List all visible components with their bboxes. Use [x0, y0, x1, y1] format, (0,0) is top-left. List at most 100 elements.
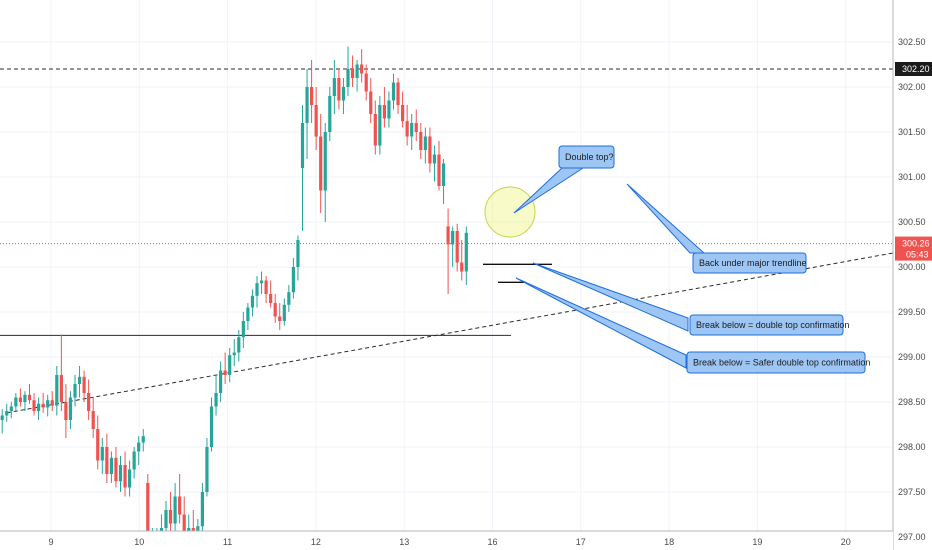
- y-tick-label: 299.50: [898, 307, 926, 317]
- candle-body: [23, 394, 27, 402]
- y-tick-label: 297.00: [898, 532, 926, 542]
- candle-body: [87, 393, 91, 411]
- y-tick-label: 302.00: [898, 82, 926, 92]
- candle-body: [460, 262, 464, 272]
- candle-body: [369, 91, 373, 114]
- candle-body: [37, 403, 41, 411]
- current-price-tag: [895, 236, 932, 261]
- candle-body: [9, 406, 13, 411]
- price-axis[interactable]: [893, 0, 932, 550]
- candle-body: [278, 316, 282, 321]
- candle-body: [414, 123, 418, 132]
- candle-body: [341, 87, 346, 101]
- candle-body: [18, 397, 22, 402]
- candle-body: [428, 136, 432, 164]
- candle-body: [396, 82, 400, 105]
- candle-body: [105, 447, 109, 474]
- candle-body: [68, 397, 73, 420]
- candle-body: [246, 307, 250, 321]
- candle-body: [200, 492, 204, 527]
- y-tick-label: 298.00: [898, 442, 926, 452]
- candle-body: [146, 483, 150, 537]
- current-price-tag-text: 300.26: [902, 239, 930, 249]
- candle-body: [173, 496, 177, 524]
- candle-body: [305, 87, 309, 123]
- x-tick-label: 10: [134, 537, 144, 547]
- candle-body: [191, 528, 195, 533]
- y-tick-label: 298.50: [898, 397, 926, 407]
- candle-body: [46, 400, 50, 408]
- callout-back-under-box: [692, 252, 807, 274]
- y-tick-label: 300.50: [898, 217, 926, 227]
- candle-body: [405, 121, 409, 137]
- candle-body: [50, 400, 54, 406]
- x-tick-label: 12: [311, 537, 321, 547]
- annotations: Double top? Back under major trendline Bre…: [483, 145, 870, 374]
- y-tick-label: 297.50: [898, 487, 926, 497]
- candle-body: [401, 105, 405, 122]
- candle-body: [332, 78, 336, 96]
- candle-body: [164, 510, 168, 528]
- candle-body: [273, 303, 277, 317]
- callout-break-below-pointer: [532, 262, 689, 332]
- candle-body: [178, 496, 182, 515]
- candle-body: [314, 105, 318, 137]
- candle-body: [250, 295, 255, 308]
- callout-break-below-safer-text: Break below = Safer double top confirmat…: [693, 358, 870, 368]
- candle-body: [0, 415, 4, 420]
- double-top-highlight: [484, 186, 536, 238]
- x-tick-label: 19: [752, 537, 762, 547]
- candle-body: [196, 526, 200, 533]
- candle-body: [82, 376, 86, 393]
- candle-body: [255, 283, 259, 296]
- candle-body: [441, 163, 446, 186]
- candle-body: [296, 240, 300, 267]
- grid: [0, 0, 893, 538]
- x-tick-label: 20: [841, 537, 851, 547]
- callout-break-below-safer-box: [686, 351, 866, 374]
- x-axis: 9 10 11 12 13 16 17 18 19 20: [48, 537, 850, 547]
- time-axis[interactable]: [0, 531, 893, 550]
- candle-body: [451, 231, 455, 245]
- countdown-text: 05:43: [906, 250, 929, 260]
- candle-body: [264, 280, 268, 294]
- candle-body: [350, 69, 355, 78]
- y-tick-label: 302.50: [898, 37, 926, 47]
- candle-body: [100, 447, 104, 461]
- x-tick-label: 11: [223, 537, 232, 547]
- candle-body: [291, 267, 295, 293]
- candle-body: [423, 136, 427, 150]
- candle-body: [209, 406, 214, 447]
- candle-body: [168, 510, 173, 524]
- candle-body: [182, 514, 186, 533]
- candle-body: [300, 123, 305, 168]
- candle-body: [328, 96, 332, 132]
- candle-body: [410, 123, 414, 137]
- resistance-price-tag: [895, 62, 932, 76]
- resistance-price-tag-text: 302.20: [902, 64, 930, 74]
- candle-body: [387, 100, 391, 119]
- candle-body: [223, 370, 227, 375]
- candle-body: [205, 447, 209, 492]
- candle-body: [323, 132, 327, 191]
- x-tick-label: 16: [487, 537, 497, 547]
- candle-body: [128, 469, 132, 488]
- candle-body: [123, 465, 127, 488]
- candle-body: [132, 451, 136, 470]
- candle-body: [310, 87, 314, 105]
- candle-body: [32, 400, 36, 411]
- candle-body: [464, 232, 468, 272]
- candle-body: [455, 231, 459, 263]
- candle-body: [241, 321, 245, 338]
- callout-break-below-box: [689, 314, 844, 336]
- candle-body: [77, 376, 82, 384]
- candle-body: [141, 436, 145, 443]
- candle-body: [446, 226, 450, 245]
- callout-double-top-box: [558, 145, 615, 169]
- candle-body: [41, 403, 45, 408]
- candle-body: [432, 154, 437, 164]
- horizontal-levels: [0, 68, 932, 414]
- candle-body: [96, 429, 100, 461]
